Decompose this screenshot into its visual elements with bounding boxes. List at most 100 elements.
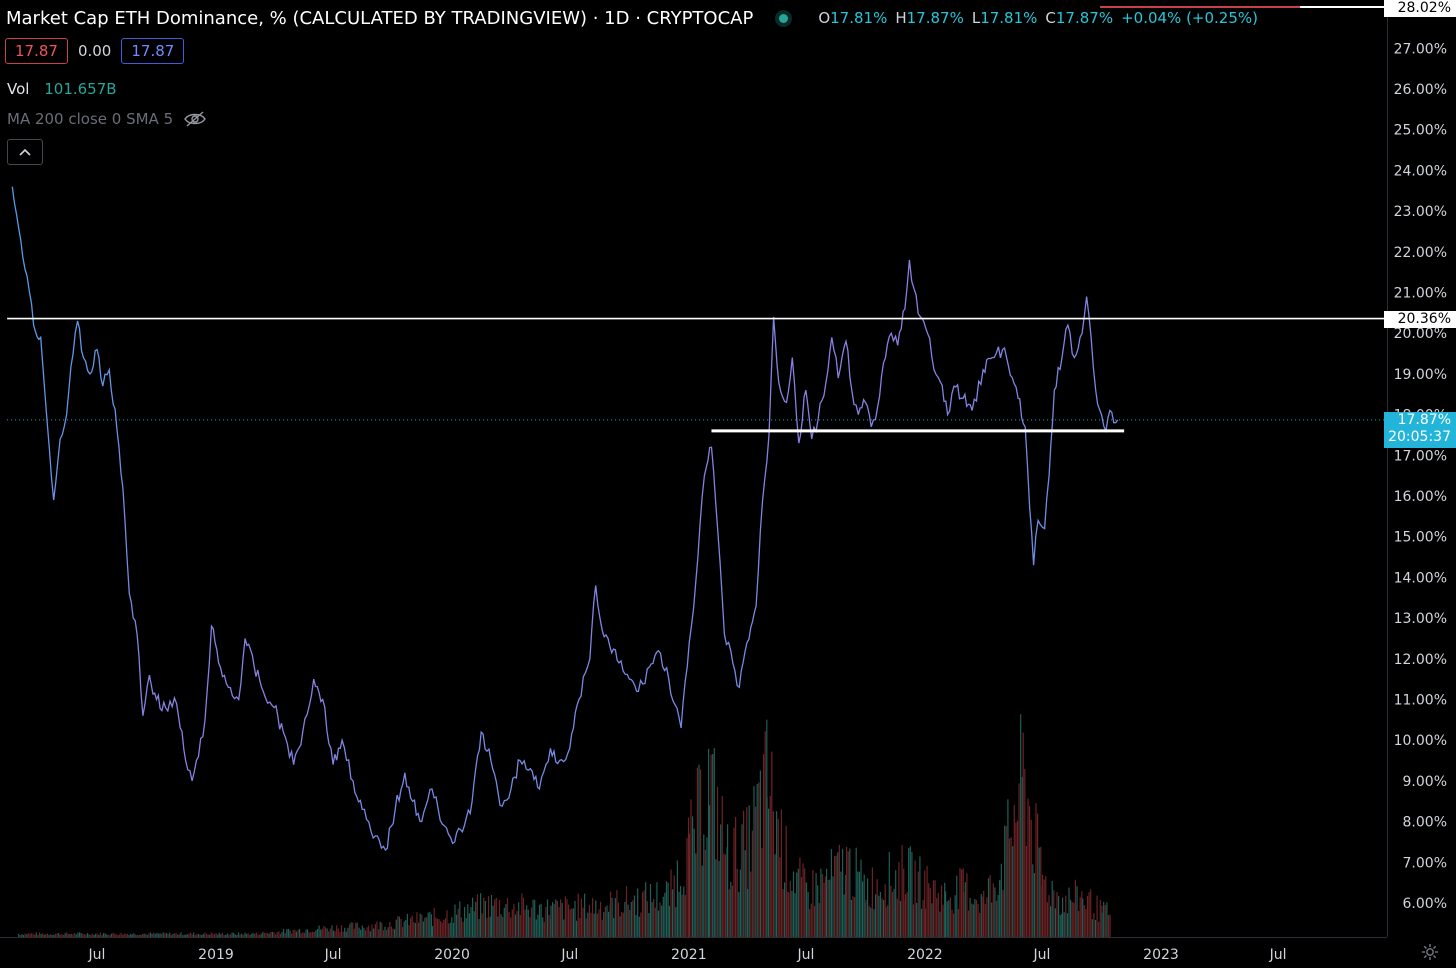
y-tick-label: 8.00% <box>1403 815 1447 831</box>
volume-bar <box>774 854 776 937</box>
volume-bar <box>378 929 380 937</box>
volume-bar <box>956 875 958 937</box>
volume-bar <box>345 931 347 937</box>
volume-bar <box>810 903 812 937</box>
volume-bar <box>665 881 668 937</box>
volume-bar <box>904 894 907 937</box>
volume-bar <box>896 898 898 937</box>
price-axis[interactable]: 28.02% 20.36% 17.87% 20:05:37 <box>1384 0 1456 937</box>
volume-bar <box>394 929 396 937</box>
volume-bar <box>633 895 636 937</box>
eth-dominance-line <box>11 186 1119 852</box>
volume-bar <box>292 929 294 937</box>
volume-bar <box>556 900 558 937</box>
volume-bar <box>183 934 185 937</box>
volume-bar <box>588 905 590 937</box>
bar-countdown: 20:05:37 <box>1388 429 1451 445</box>
volume-bar <box>250 934 252 937</box>
volume-bar <box>542 917 544 937</box>
indicator-legend[interactable]: MA 200 close 0 SMA 5 <box>7 110 207 128</box>
volume-bar <box>519 915 521 937</box>
volume-bar <box>959 868 961 937</box>
volume-bar <box>772 811 774 937</box>
volume-bar <box>53 934 55 937</box>
volume-bar <box>701 865 703 937</box>
volume-bar <box>675 907 677 937</box>
volume-bar <box>954 895 956 937</box>
volume-bar <box>989 875 991 937</box>
volume-bar <box>579 917 581 937</box>
volume-bar <box>352 922 354 937</box>
volume-bar <box>706 837 708 937</box>
volume-bar <box>917 871 919 937</box>
volume-bar <box>712 754 714 937</box>
volume-bar <box>728 889 730 937</box>
volume-bar <box>716 786 719 937</box>
change-value: +0.04% (+0.25%) <box>1121 9 1258 27</box>
volume-bar <box>796 872 798 937</box>
volume-bar <box>611 897 613 937</box>
volume-bar <box>744 850 746 937</box>
volume-bar <box>334 931 336 937</box>
volume-bar <box>265 933 267 937</box>
volume-bar <box>233 932 235 937</box>
volume-bar <box>944 882 946 937</box>
volume-bar <box>299 928 301 937</box>
volume-bar <box>215 933 217 937</box>
volume-bar <box>42 933 44 937</box>
volume-bar <box>771 751 773 937</box>
volume-bar <box>723 853 725 937</box>
volume-bar <box>340 925 343 937</box>
volume-bar <box>324 927 327 937</box>
time-axis[interactable] <box>0 937 1387 968</box>
volume-bar <box>427 912 429 937</box>
volume-bar <box>43 934 45 937</box>
x-tick-label: 2020 <box>434 947 470 963</box>
volume-bar <box>797 868 799 937</box>
symbol-title[interactable]: Market Cap ETH Dominance, % (CALCULATED … <box>6 7 754 29</box>
volume-bar <box>34 934 36 937</box>
volume-bar <box>386 930 388 937</box>
volume-bar <box>945 891 947 937</box>
volume-bar <box>686 837 688 937</box>
buy-button[interactable]: 17.87 <box>121 38 185 64</box>
volume-bar <box>1054 908 1056 937</box>
volume-bar <box>473 911 475 937</box>
volume-bar <box>302 932 304 937</box>
volume-bar <box>552 902 554 937</box>
volume-bar <box>488 896 490 937</box>
volume-bar <box>782 889 784 937</box>
volume-bar <box>972 904 974 937</box>
volume-bar <box>1086 895 1089 937</box>
gear-icon[interactable] <box>1420 942 1440 962</box>
volume-bar <box>596 913 598 937</box>
volume-bar <box>871 867 873 937</box>
volume-bar <box>580 898 582 937</box>
volume-bar <box>145 933 147 937</box>
volume-bar <box>1042 874 1044 937</box>
collapse-legend-button[interactable] <box>7 139 43 165</box>
volume-bar <box>746 807 748 937</box>
volume-bar <box>698 764 700 937</box>
volume-bar <box>656 882 658 937</box>
volume-bar <box>673 875 675 937</box>
volume-bar <box>146 934 148 937</box>
volume-bar <box>857 871 859 937</box>
volume-bar <box>379 921 381 937</box>
sell-button[interactable]: 17.87 <box>5 38 68 64</box>
volume-bar <box>538 904 541 937</box>
volume-bar <box>337 928 339 937</box>
open-label: O <box>818 9 831 27</box>
volume-bar <box>543 921 545 937</box>
volume-bar <box>328 931 330 937</box>
volume-bar <box>143 933 145 937</box>
volume-bar <box>358 927 360 937</box>
volume-bar <box>242 934 244 937</box>
volume-legend[interactable]: Vol 101.657B <box>7 80 117 98</box>
volume-bar <box>891 892 894 937</box>
eye-off-icon[interactable] <box>183 110 207 128</box>
volume-bar <box>1104 905 1106 937</box>
volume-bar <box>638 916 640 937</box>
volume-bar <box>138 934 140 937</box>
